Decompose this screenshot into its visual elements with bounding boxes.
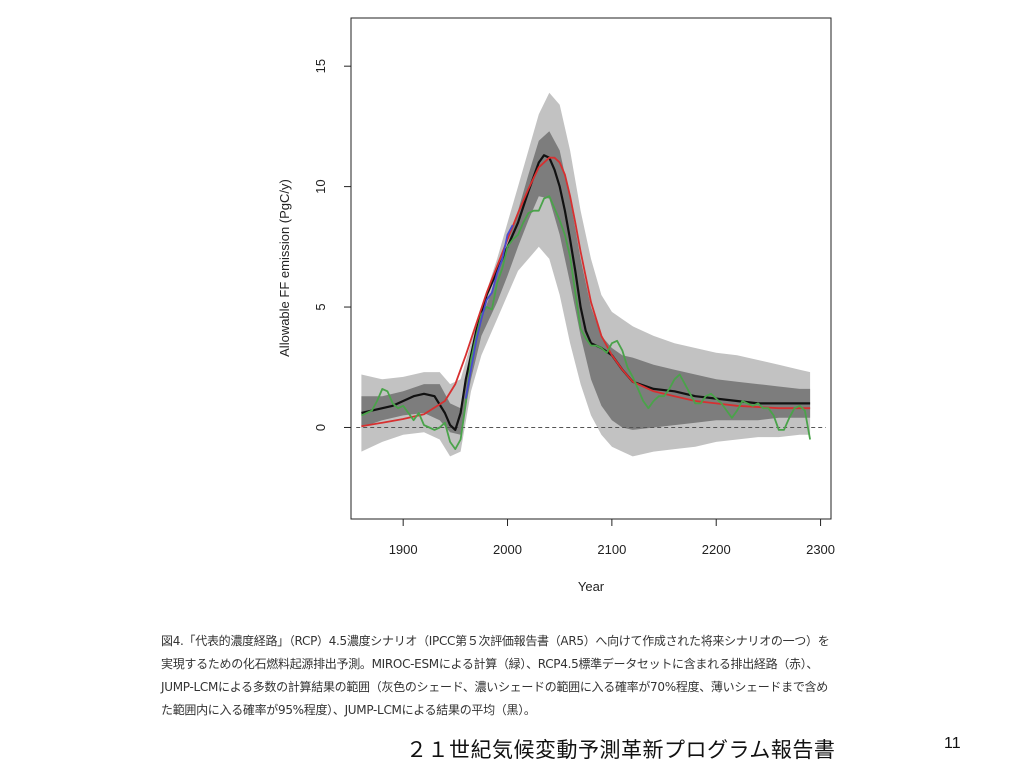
series-line-2 bbox=[361, 195, 811, 451]
caption-line: 図4.「代表的濃度経路」（RCP）4.5濃度シナリオ（IPCC第５次評価報告書（… bbox=[161, 634, 830, 648]
x-tick-label: 1900 bbox=[389, 542, 418, 557]
y-tick-label: 15 bbox=[313, 59, 328, 73]
series-line-3 bbox=[464, 224, 514, 399]
x-tick-label: 2100 bbox=[597, 542, 626, 557]
emission-series bbox=[361, 154, 811, 451]
x-tick-label: 2000 bbox=[493, 542, 522, 557]
y-tick-label: 10 bbox=[313, 179, 328, 193]
x-tick-label: 2300 bbox=[806, 542, 835, 557]
y-tick-label: 0 bbox=[313, 424, 328, 431]
page-number: 11 bbox=[944, 735, 961, 752]
x-tick-label: 2200 bbox=[702, 542, 731, 557]
axes: 1900 2000 2100 2200 2300 0 5 10 15 bbox=[313, 59, 835, 557]
series-line-0 bbox=[361, 154, 811, 431]
figure-caption: 図4.「代表的濃度経路」（RCP）4.5濃度シナリオ（IPCC第５次評価報告書（… bbox=[161, 630, 951, 722]
y-axis-title: Allowable FF emission (PgC/y) bbox=[277, 179, 292, 357]
report-title: ２１世紀気候変動予測革新プログラム報告書 bbox=[406, 738, 836, 762]
plot-frame bbox=[350, 17, 832, 520]
x-axis-title: Year bbox=[578, 579, 605, 594]
y-tick-label: 5 bbox=[313, 303, 328, 310]
caption-line: 実現するための化石燃料起源排出予測。MIROC-ESMによる計算（緑）、RCP4… bbox=[161, 657, 819, 671]
emission-chart: 1900 2000 2100 2200 2300 0 5 10 15 Allowable FF … bbox=[277, 17, 835, 594]
caption-line: た範囲内に入る確率が95%程度）、JUMP-LCMによる結果の平均（黒）。 bbox=[161, 703, 536, 717]
caption-line: JUMP-LCMによる多数の計算結果の範囲（灰色のシェード、濃いシェードの範囲に… bbox=[161, 680, 828, 694]
